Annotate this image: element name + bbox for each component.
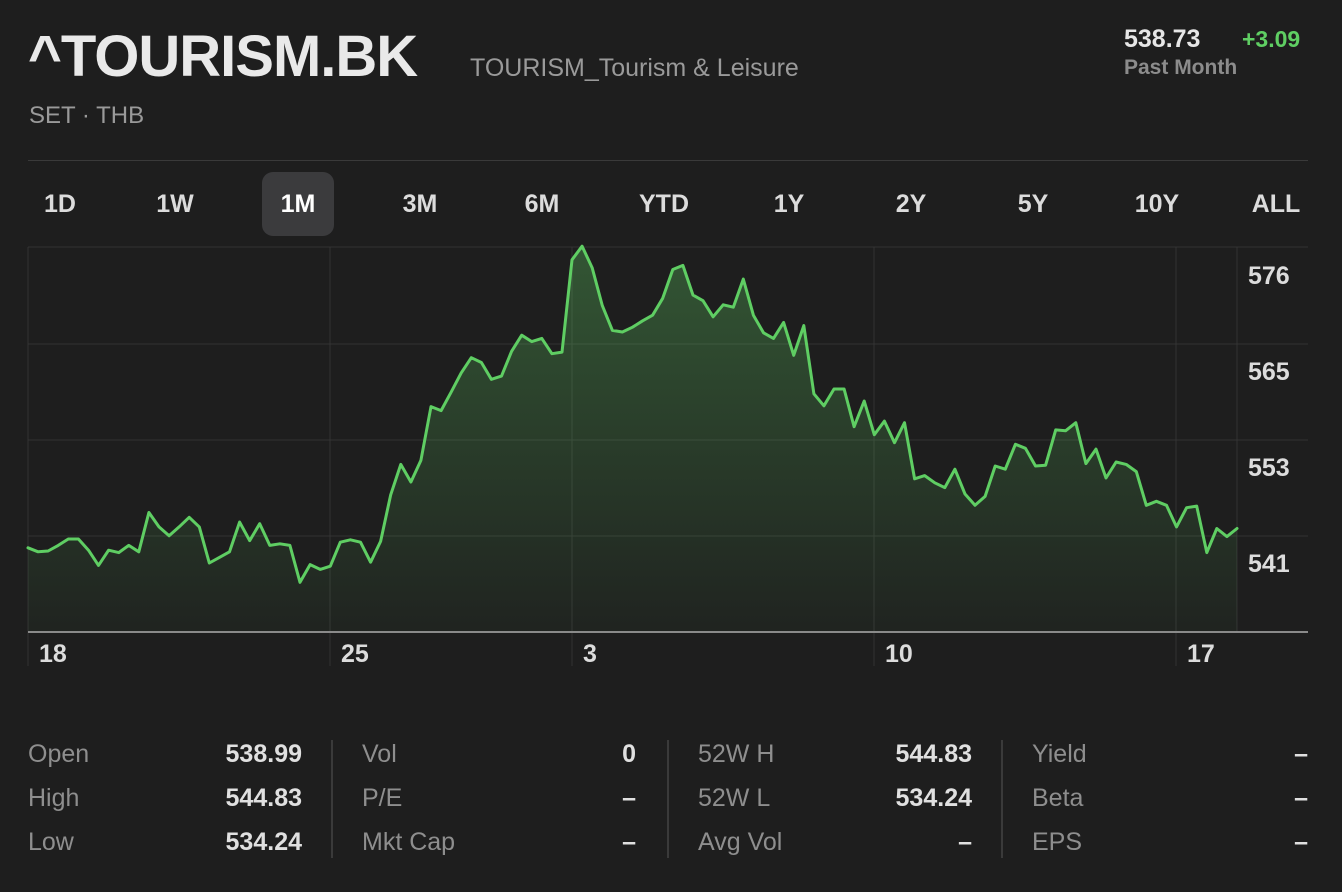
- y-tick-label: 541: [1248, 550, 1290, 578]
- x-tick-label: 3: [583, 640, 597, 668]
- stat-label: 52W H: [698, 740, 775, 768]
- stat-label: Vol: [362, 740, 397, 768]
- stats-separator: [667, 740, 669, 858]
- stat-value: –: [1294, 784, 1308, 812]
- price-line: [26, 244, 1239, 584]
- range-tab-2y[interactable]: 2Y: [895, 190, 927, 218]
- stats-separator: [1001, 740, 1003, 858]
- stat-row-mkt-cap: Mkt Cap –: [362, 822, 636, 862]
- stat-label: Low: [28, 828, 74, 856]
- stat-value: –: [622, 828, 636, 856]
- stat-label: 52W L: [698, 784, 771, 812]
- stat-row-52w-l: 52W L 534.24: [698, 778, 972, 818]
- stat-row-high: High 544.83: [28, 778, 302, 818]
- price-area: [28, 246, 1237, 632]
- stat-row-52w-h: 52W H 544.83: [698, 734, 972, 774]
- stat-value: –: [622, 784, 636, 812]
- range-tab-1w[interactable]: 1W: [156, 190, 194, 218]
- stat-value: 534.24: [225, 828, 302, 856]
- range-tab-1m[interactable]: 1M: [262, 172, 334, 236]
- stat-value: 0: [622, 740, 636, 768]
- price-change: +3.09: [1242, 26, 1301, 52]
- company-name: TOURISM_Tourism & Leisure: [470, 54, 799, 82]
- stats-separator: [331, 740, 333, 858]
- stat-row-yield: Yield –: [1032, 734, 1308, 774]
- stat-label: Avg Vol: [698, 828, 783, 856]
- stat-row-vol: Vol 0: [362, 734, 636, 774]
- y-tick-label: 553: [1248, 454, 1290, 482]
- range-tab-5y[interactable]: 5Y: [1017, 190, 1049, 218]
- stats-column: 52W H 544.83 52W L 534.24 Avg Vol –: [698, 734, 972, 864]
- key-statistics: Open 538.99 High 544.83 Low 534.24 Vol 0 P/E – Mkt…: [28, 734, 1308, 864]
- range-tab-6m[interactable]: 6M: [524, 190, 560, 218]
- stat-row-low: Low 534.24: [28, 822, 302, 862]
- stat-row-open: Open 538.99: [28, 734, 302, 774]
- range-tab-ytd[interactable]: YTD: [639, 190, 689, 218]
- ticker-symbol: ^TOURISM.BK: [28, 24, 418, 89]
- x-tick-label: 10: [885, 640, 913, 668]
- current-price: 538.73: [1124, 25, 1201, 53]
- stat-value: 534.24: [895, 784, 972, 812]
- stat-value: 544.83: [895, 740, 972, 768]
- header-divider: [28, 160, 1308, 161]
- exchange-currency: SET · THB: [29, 102, 145, 129]
- stat-label: Mkt Cap: [362, 828, 456, 856]
- range-tab-all[interactable]: ALL: [1251, 190, 1301, 218]
- time-range-selector: 1D 1W 1M 3M 6M YTD 1Y 2Y 5Y 10Y ALL: [28, 172, 1308, 236]
- stat-row-p-e: P/E –: [362, 778, 636, 818]
- x-tick-label: 17: [1187, 640, 1215, 668]
- stat-value: –: [1294, 828, 1308, 856]
- y-tick-label: 576: [1248, 262, 1290, 290]
- stat-label: Beta: [1032, 784, 1084, 812]
- change-period: Past Month: [1124, 56, 1238, 79]
- y-tick-label: 565: [1248, 358, 1290, 386]
- stat-value: –: [1294, 740, 1308, 768]
- stat-row-beta: Beta –: [1032, 778, 1308, 818]
- stat-label: Open: [28, 740, 90, 768]
- x-tick-label: 18: [39, 640, 67, 668]
- stat-row-eps: EPS –: [1032, 822, 1308, 862]
- x-tick-label: 25: [341, 640, 369, 668]
- stats-column: Yield – Beta – EPS –: [1032, 734, 1308, 864]
- stat-value: 538.99: [225, 740, 302, 768]
- stat-label: Yield: [1032, 740, 1087, 768]
- stats-column: Open 538.99 High 544.83 Low 534.24: [28, 734, 302, 864]
- stat-row-avg-vol: Avg Vol –: [698, 822, 972, 862]
- stat-label: P/E: [362, 784, 403, 812]
- range-tab-1y[interactable]: 1Y: [773, 190, 805, 218]
- stats-column: Vol 0 P/E – Mkt Cap –: [362, 734, 636, 864]
- stat-value: 544.83: [225, 784, 302, 812]
- range-tab-1d[interactable]: 1D: [44, 190, 76, 218]
- stat-value: –: [958, 828, 972, 856]
- stat-label: High: [28, 784, 80, 812]
- range-tab-3m[interactable]: 3M: [402, 190, 438, 218]
- stat-label: EPS: [1032, 828, 1083, 856]
- range-tab-10y[interactable]: 10Y: [1134, 190, 1180, 218]
